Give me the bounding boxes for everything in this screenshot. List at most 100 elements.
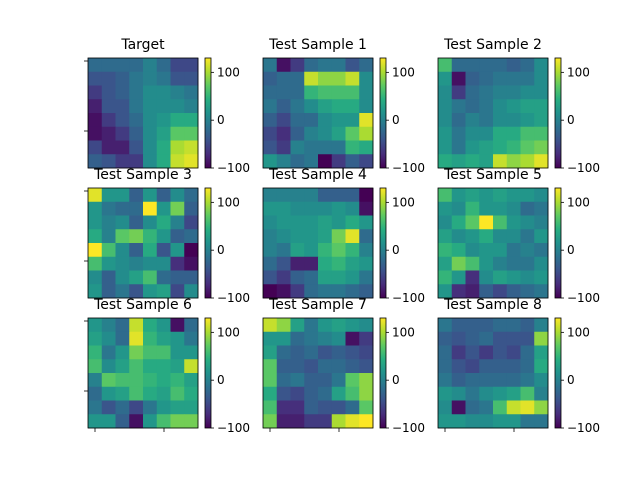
heatmap-cell xyxy=(156,154,171,169)
heatmap-cell xyxy=(479,99,494,114)
heatmap-cell xyxy=(184,243,199,258)
heatmap-cell xyxy=(276,270,291,285)
colorbar-tick-label: 100 xyxy=(392,65,415,79)
heatmap-cell xyxy=(184,284,199,299)
heatmap-cell xyxy=(88,284,103,299)
heatmap-cell xyxy=(129,270,144,285)
heatmap-cell xyxy=(331,71,346,86)
heatmap-cell xyxy=(451,318,466,333)
heatmap-cell xyxy=(451,85,466,100)
heatmap-cell xyxy=(263,188,278,203)
heatmap-cell xyxy=(359,113,374,128)
colorbar-tick-label: 100 xyxy=(567,325,590,339)
heatmap-cell xyxy=(479,359,494,374)
heatmap-cell xyxy=(345,345,360,360)
heatmap-cell xyxy=(170,99,185,114)
colorbar-tick-label: 0 xyxy=(392,373,400,387)
heatmap-cell xyxy=(290,359,305,374)
heatmap-cell xyxy=(290,270,305,285)
heatmap-cell xyxy=(263,414,278,429)
heatmap-cell xyxy=(345,71,360,86)
heatmap-cell xyxy=(129,373,144,388)
heatmap-cell xyxy=(493,400,508,415)
heatmap-cell xyxy=(520,154,535,169)
heatmap-cell xyxy=(156,414,171,429)
panel-1: Target −100 0 100 xyxy=(84,37,250,175)
heatmap-cell xyxy=(479,373,494,388)
heatmap-cell xyxy=(438,318,453,333)
heatmap-cell xyxy=(506,243,521,258)
heatmap-cell xyxy=(534,126,549,141)
heatmap-cell xyxy=(465,58,480,73)
heatmap-cell xyxy=(534,331,549,346)
heatmap-cell xyxy=(451,140,466,155)
heatmap-cell xyxy=(331,126,346,141)
heatmap-cell xyxy=(129,188,144,203)
heatmap-cell xyxy=(465,154,480,169)
heatmap-cell xyxy=(318,318,333,333)
heatmap-cell xyxy=(331,58,346,73)
colorbar-tick-label: 100 xyxy=(217,325,240,339)
heatmap-cell xyxy=(331,414,346,429)
heatmap-cell xyxy=(359,345,374,360)
heatmap-cell xyxy=(304,414,319,429)
heatmap-cell xyxy=(115,386,130,401)
heatmap-cell xyxy=(465,284,480,299)
heatmap-cell xyxy=(143,386,158,401)
heatmap-cell xyxy=(290,215,305,230)
heatmap-cell xyxy=(304,373,319,388)
heatmap-cell xyxy=(318,126,333,141)
heatmap-cell xyxy=(345,188,360,203)
heatmap-cell xyxy=(184,229,199,244)
heatmap-cell xyxy=(479,140,494,155)
heatmap-cell xyxy=(115,256,130,271)
colorbar-tick-label: 100 xyxy=(392,195,415,209)
heatmap-cell xyxy=(520,126,535,141)
heatmap-cell xyxy=(88,345,103,360)
heatmap-cell xyxy=(318,99,333,114)
heatmap-cell xyxy=(451,154,466,169)
heatmap-cell xyxy=(115,99,130,114)
heatmap-cell xyxy=(534,113,549,128)
heatmap-cell xyxy=(465,345,480,360)
heatmap-cell xyxy=(263,270,278,285)
heatmap-cell xyxy=(506,85,521,100)
heatmap-cell xyxy=(304,154,319,169)
heatmap-cell xyxy=(143,140,158,155)
heatmap-cell xyxy=(438,270,453,285)
heatmap-cell xyxy=(479,113,494,128)
panel-8: Test Sample 7 −100 0 100 xyxy=(262,297,425,435)
heatmap-cell xyxy=(318,188,333,203)
heatmap xyxy=(263,318,374,429)
heatmap-cell xyxy=(318,243,333,258)
colorbar-tick-label: 100 xyxy=(567,195,590,209)
heatmap-cell xyxy=(534,345,549,360)
colorbar-tick-label: −100 xyxy=(392,161,425,175)
heatmap-cell xyxy=(170,345,185,360)
heatmap-cell xyxy=(331,270,346,285)
heatmap-cell xyxy=(115,71,130,86)
heatmap-cell xyxy=(493,270,508,285)
heatmap-cell xyxy=(101,85,116,100)
heatmap-cell xyxy=(156,373,171,388)
heatmap-cell xyxy=(184,345,199,360)
heatmap-cell xyxy=(143,99,158,114)
heatmap-cell xyxy=(318,71,333,86)
panel-2: Test Sample 1 −100 0 100 xyxy=(262,37,425,175)
heatmap-cell xyxy=(438,215,453,230)
heatmap-cell xyxy=(479,284,494,299)
heatmap-cell xyxy=(493,373,508,388)
heatmap-cell xyxy=(438,113,453,128)
colorbar: −100 0 100 xyxy=(379,187,425,305)
colorbar-tick-label: 100 xyxy=(217,65,240,79)
heatmap-cell xyxy=(129,386,144,401)
colorbar-gradient xyxy=(204,57,212,169)
heatmap-cell xyxy=(170,71,185,86)
heatmap-cell xyxy=(129,58,144,73)
heatmap-cell xyxy=(156,126,171,141)
heatmap-cell xyxy=(506,331,521,346)
colorbar-gradient xyxy=(204,317,212,429)
panel-5: Test Sample 4 −100 0 100 xyxy=(262,167,425,305)
heatmap-frame xyxy=(87,317,199,429)
heatmap-cell xyxy=(276,373,291,388)
